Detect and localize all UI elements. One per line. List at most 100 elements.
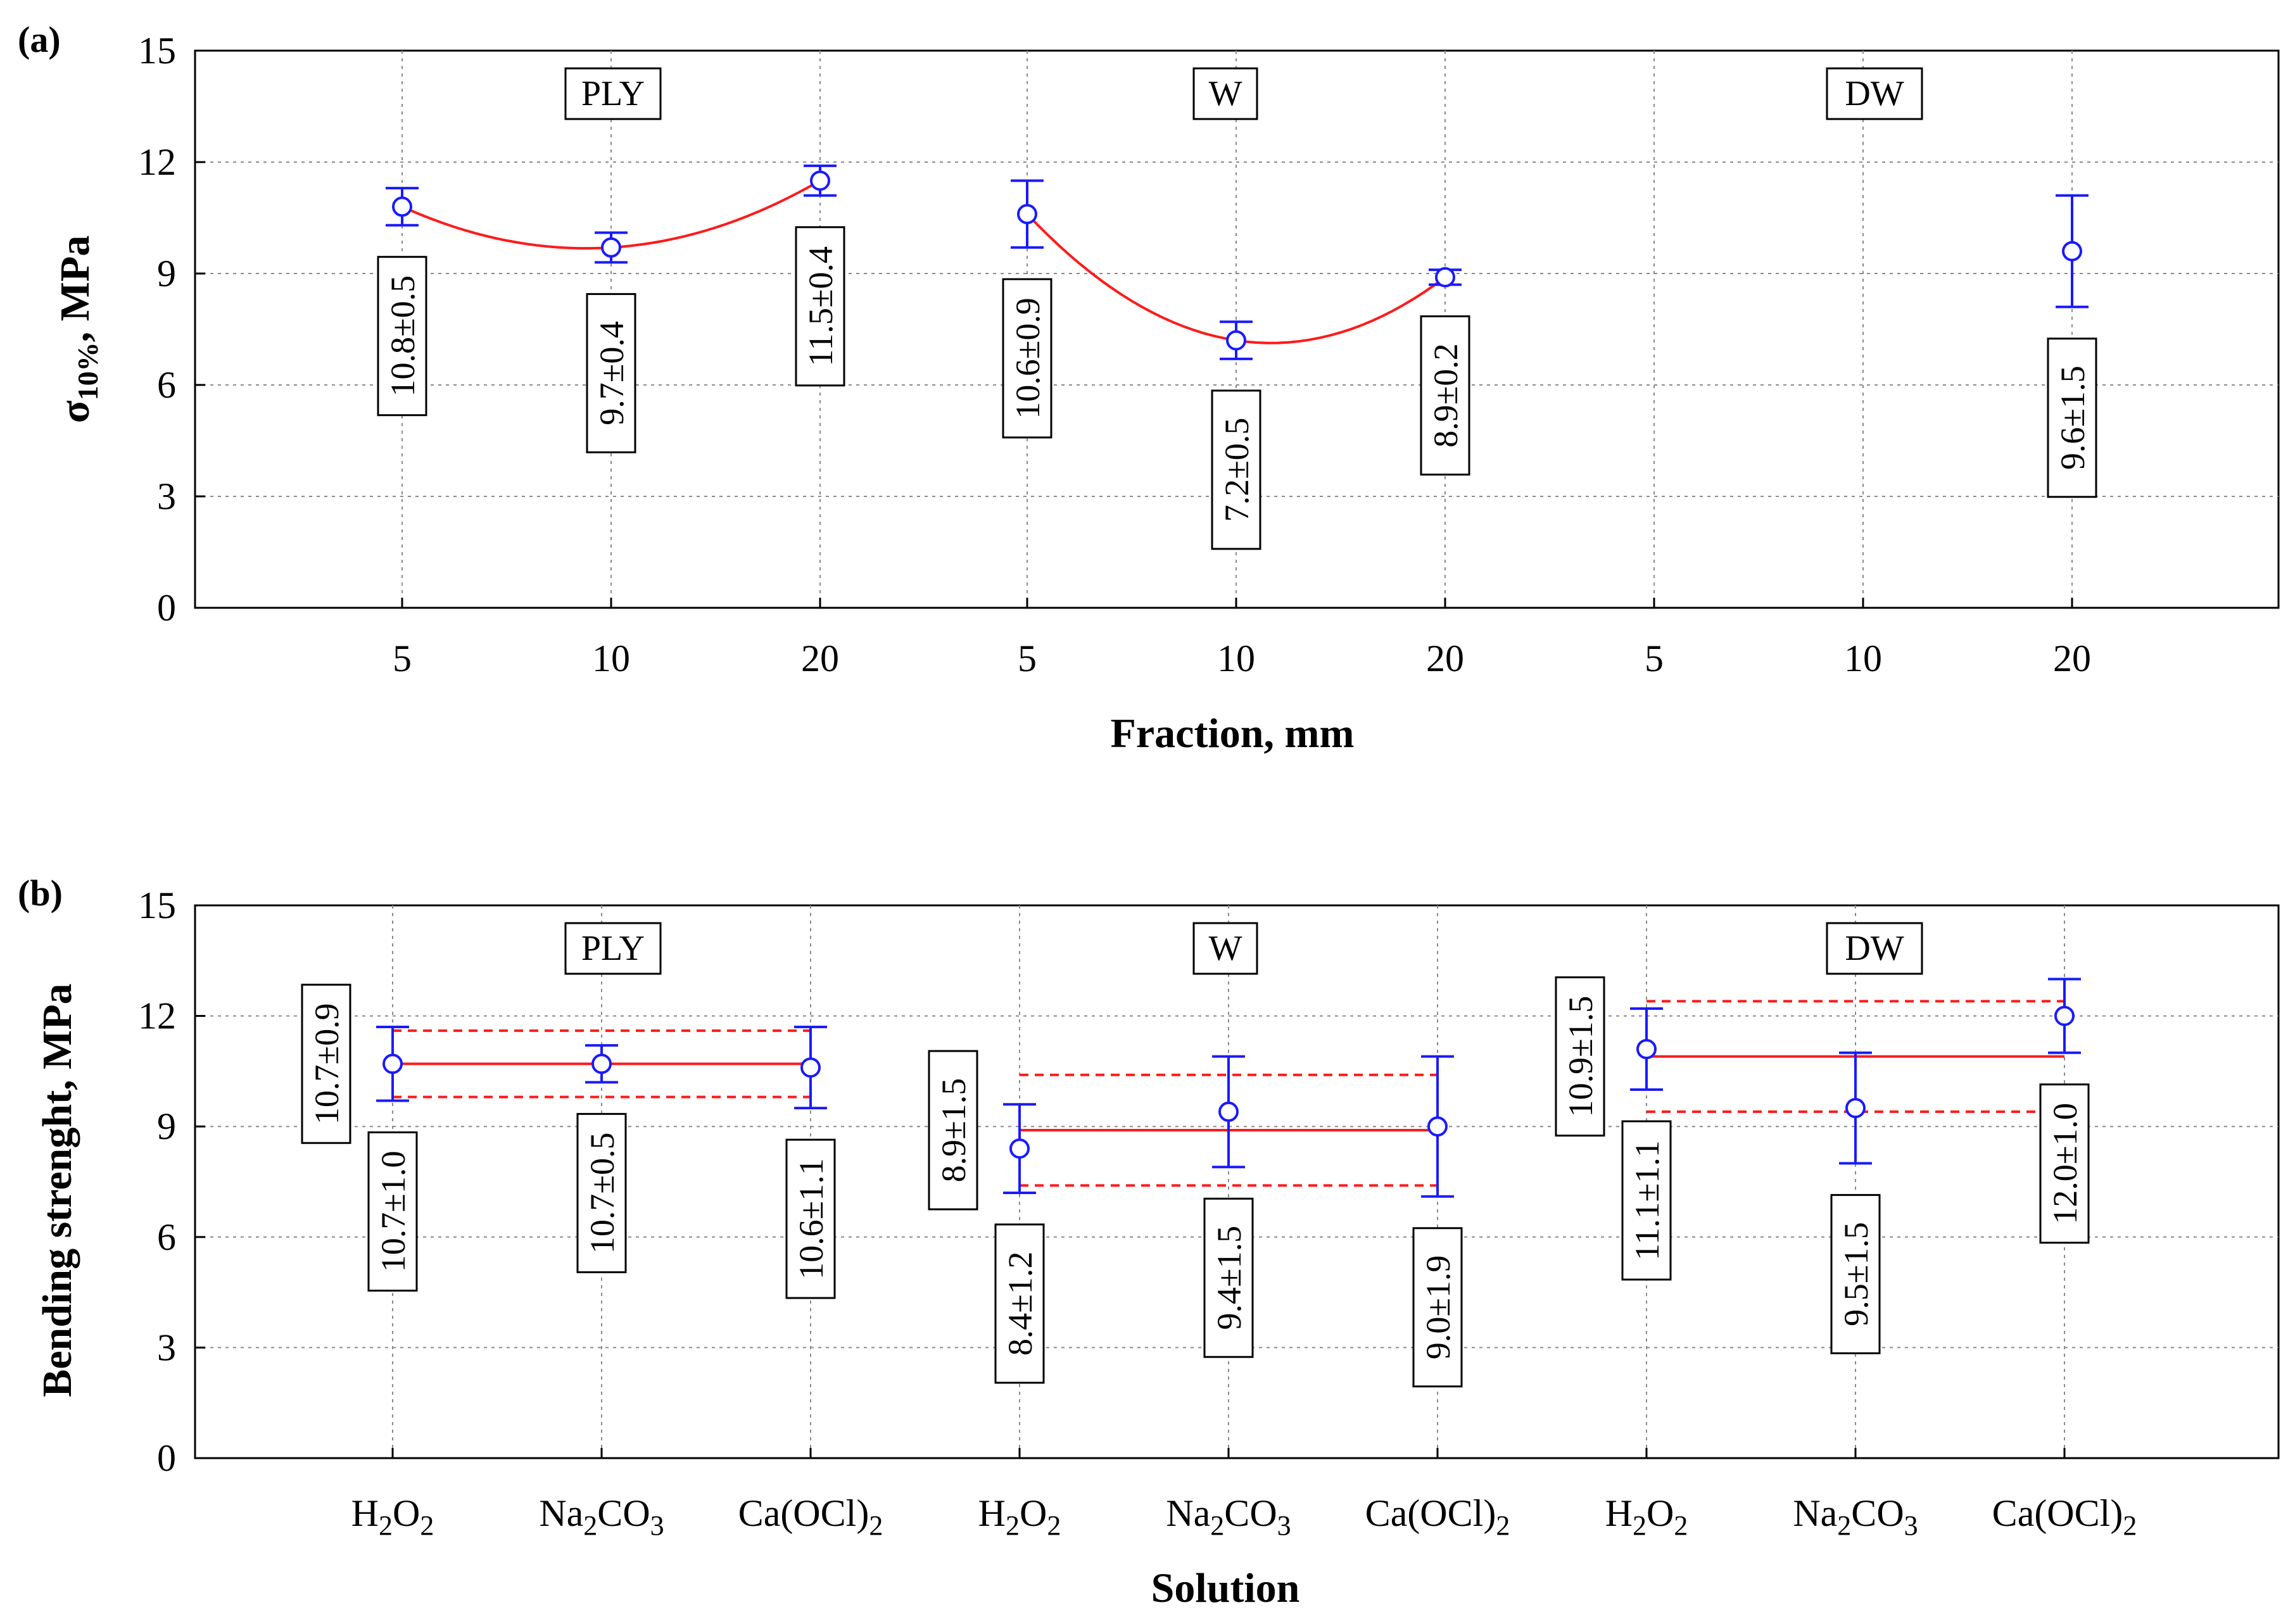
value-label-text: 10.7±0.5 <box>583 1133 621 1254</box>
panel-b-x-axis-label: Solution <box>1151 1565 1300 1611</box>
group-box <box>1192 922 1258 975</box>
group-label: PLY <box>581 74 645 113</box>
panel-a-label: (a) <box>18 19 61 60</box>
value-label-text: 11.1±1.1 <box>1628 1140 1666 1261</box>
value-label-text: 7.2±0.5 <box>1218 418 1256 522</box>
value-label: 9.4±1.5 <box>1203 1197 1254 1358</box>
x-tick-label-subscript: 3 <box>650 1510 664 1541</box>
panel-a-y-ticks: 0 3 6 9 12 15 <box>138 30 205 629</box>
panel-b-data-points <box>376 978 2081 1198</box>
y-tick-label: 3 <box>157 1326 176 1368</box>
y-tick-label: 9 <box>157 253 176 294</box>
x-tick-label-subscript: 2 <box>583 1510 597 1541</box>
value-label-box <box>576 1112 627 1273</box>
value-label-text: 9.0±1.9 <box>1419 1255 1457 1359</box>
x-tick-label: Na2CO3 <box>1793 1492 1918 1541</box>
panel-a-data-points <box>386 164 2089 360</box>
panel-b-y-ticks: 0 3 6 9 12 15 <box>138 884 205 1479</box>
group-mean-label: 10.9±1.5 <box>1555 976 1605 1137</box>
y-tick-label: 0 <box>157 1437 176 1479</box>
group-label: DW <box>1845 929 1904 968</box>
x-tick-label: Ca(OCl)2 <box>1992 1492 2137 1541</box>
x-tick-label: 10 <box>1217 638 1255 679</box>
panel-b-x-ticks: H2O2 Na2CO3 Ca(OCl)2 H2O2 Na2CO3 Ca(OCl)2 H2O2… <box>351 1448 2137 1541</box>
panel-b-label: (b) <box>18 872 63 914</box>
x-tick-label: 5 <box>1645 638 1664 679</box>
value-label: 11.1±1.1 <box>1621 1120 1672 1281</box>
data-point <box>1435 267 1455 287</box>
x-tick-label-subscript: 3 <box>1904 1510 1918 1541</box>
x-tick-label-subscript: 2 <box>1047 1510 1061 1541</box>
value-label: 9.6±1.5 <box>2047 337 2097 498</box>
y-tick-label: 15 <box>138 884 176 926</box>
x-tick-label: 20 <box>1426 638 1464 679</box>
group-box <box>1826 922 1923 975</box>
data-point <box>601 237 621 258</box>
value-label-box <box>1830 1193 1881 1354</box>
value-label-box <box>1211 389 1261 550</box>
value-label: 10.6±0.9 <box>1002 278 1052 439</box>
data-point <box>1427 1116 1448 1137</box>
group-mean-label-text: 8.9±1.5 <box>935 1078 973 1183</box>
x-tick-label-subscript: 2 <box>2123 1510 2137 1541</box>
value-label-box <box>367 1131 418 1292</box>
data-point <box>1017 204 1037 225</box>
x-tick-label-part: Na <box>1166 1492 1210 1534</box>
panel-a-y-label-unit: , MPa <box>52 236 98 343</box>
group-label: W <box>1209 74 1242 113</box>
x-tick-label-part: Ca(OCl) <box>1365 1492 1496 1534</box>
value-label-box <box>994 1223 1045 1384</box>
value-label-box <box>1420 315 1470 476</box>
group-mean-label-box <box>928 1050 978 1211</box>
panel-a-y-axis-label: σ10%, MPa <box>52 236 104 424</box>
value-label-box <box>377 256 427 417</box>
value-label-text: 12.0±1.0 <box>2046 1103 2084 1224</box>
value-label: 8.4±1.2 <box>994 1223 1045 1384</box>
value-label: 9.5±1.5 <box>1830 1193 1881 1354</box>
value-label-text: 11.5±0.4 <box>802 246 840 367</box>
x-tick-label-part: H <box>351 1492 379 1534</box>
group-mean-label-text: 10.9±1.5 <box>1562 996 1600 1117</box>
value-label: 9.0±1.9 <box>1412 1227 1463 1388</box>
x-tick-label: 10 <box>1844 638 1882 679</box>
data-point <box>1009 1138 1030 1159</box>
value-label: 10.6±1.1 <box>785 1138 836 1299</box>
y-tick-label: 15 <box>138 30 176 72</box>
panel-a-x-axis-label: Fraction, mm <box>1111 710 1355 757</box>
value-label: 11.5±0.4 <box>795 226 845 387</box>
x-tick-label-subscript: 2 <box>1006 1510 1020 1541</box>
y-tick-label: 12 <box>138 141 176 183</box>
group-box <box>564 67 662 120</box>
x-tick-label-part: O <box>1646 1492 1674 1534</box>
data-point <box>2062 241 2082 261</box>
group-label: PLY <box>581 929 645 968</box>
panel-a-x-ticks: 5 10 20 5 10 20 5 10 20 <box>393 598 2091 679</box>
x-tick-label-subscript: 2 <box>1210 1510 1224 1541</box>
group-box <box>1192 67 1258 120</box>
data-point <box>392 196 412 217</box>
y-tick-label: 6 <box>157 1216 176 1258</box>
value-label-text: 8.9±0.2 <box>1427 343 1465 448</box>
x-tick-label: 10 <box>592 638 630 679</box>
x-tick-label: 5 <box>1018 638 1037 679</box>
x-tick-label-subscript: 2 <box>1496 1510 1510 1541</box>
x-tick-label: 5 <box>393 638 412 679</box>
x-tick-label: Na2CO3 <box>539 1492 664 1541</box>
value-label-text: 9.4±1.5 <box>1210 1226 1248 1330</box>
value-label-box <box>1621 1120 1672 1281</box>
y-tick-label: 12 <box>138 995 176 1037</box>
group-mean-label-box <box>1555 976 1605 1137</box>
x-tick-label: H2O2 <box>351 1492 434 1541</box>
group-mean-label-text: 10.7±0.9 <box>308 1003 346 1124</box>
value-label: 8.9±0.2 <box>1420 315 1470 476</box>
x-tick-label-subscript: 2 <box>1674 1510 1688 1541</box>
value-label-box <box>2039 1083 2090 1244</box>
x-tick-label-part: Na <box>539 1492 583 1534</box>
x-tick-label-subscript: 2 <box>1837 1510 1851 1541</box>
panel-b-y-axis-label: Bending strenght, MPa <box>34 983 80 1397</box>
value-label-box <box>1002 278 1052 439</box>
panel-a-value-labels: 10.8±0.5 9.7±0.4 11.5±0.4 10.6±0.9 7.2±0.5 8.… <box>377 226 2097 550</box>
group-mean-label: 8.9±1.5 <box>928 1050 978 1211</box>
x-tick-label-subscript: 3 <box>1277 1510 1291 1541</box>
